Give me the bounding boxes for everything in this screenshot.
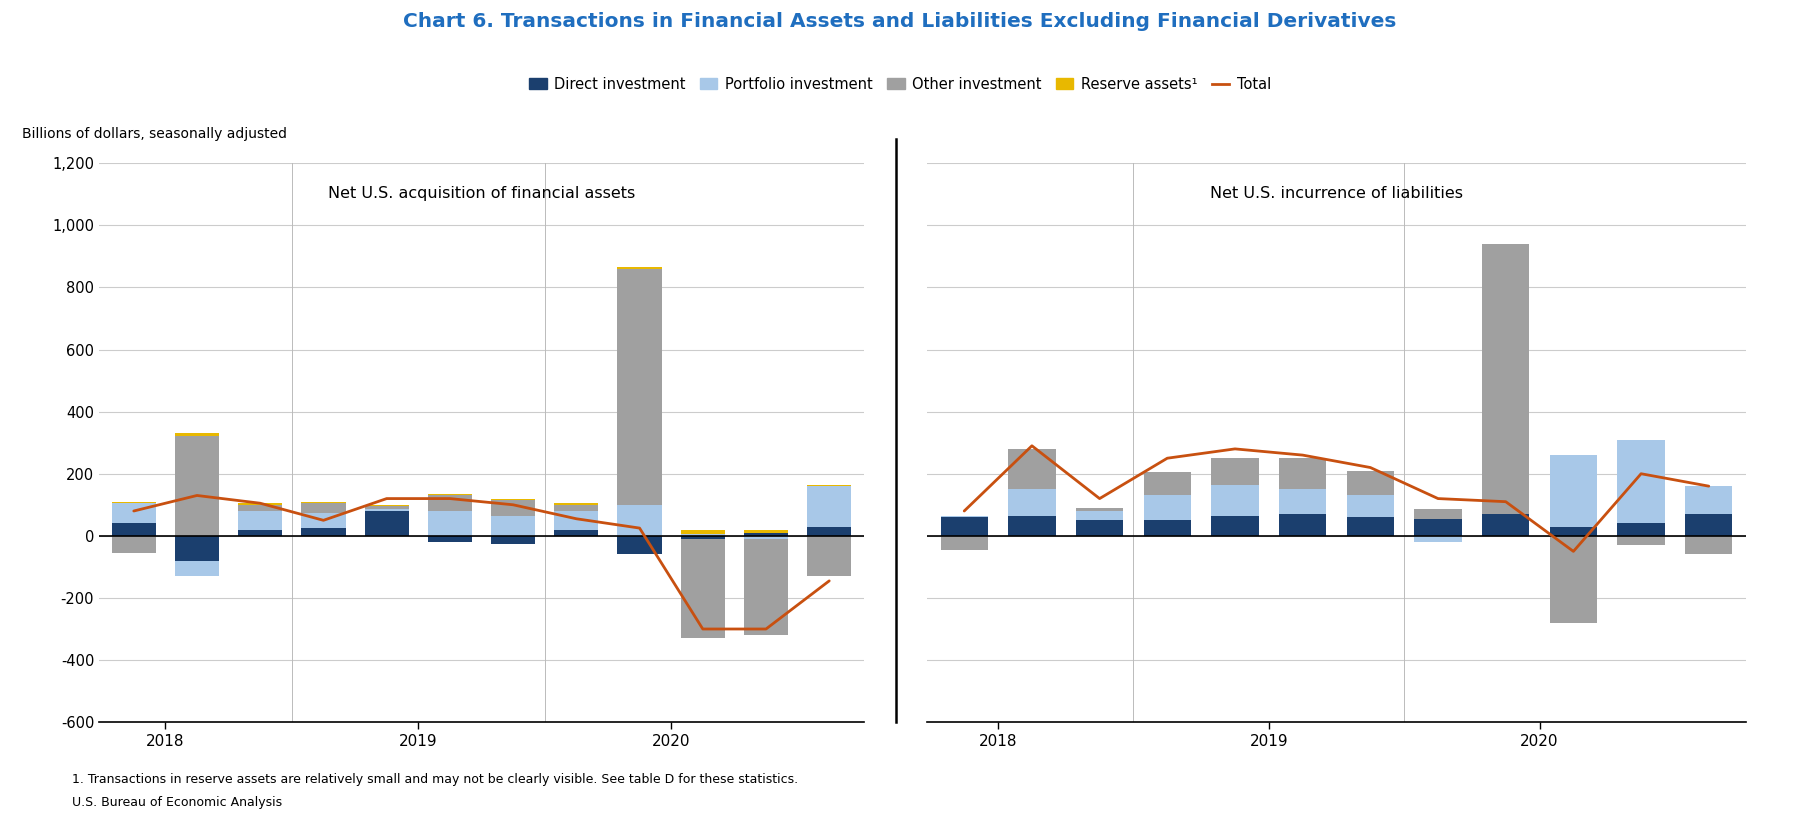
Bar (238, 505, 283, 511)
Bar (301, 503, 346, 512)
Bar (743, 530, 788, 533)
Bar (554, 530, 598, 536)
Bar (617, 505, 662, 536)
Text: U.S. Bureau of Economic Analysis: U.S. Bureau of Economic Analysis (72, 796, 283, 809)
Text: Net U.S. acquisition of financial assets: Net U.S. acquisition of financial assets (328, 185, 635, 201)
Bar (1143, 495, 1192, 521)
Bar (1481, 514, 1530, 536)
Bar (1211, 516, 1258, 536)
Bar (1415, 536, 1462, 542)
Bar (1415, 519, 1462, 536)
Bar (617, 536, 662, 555)
Bar (491, 536, 535, 543)
Bar (428, 495, 472, 511)
Text: 1. Transactions in reserve assets are relatively small and may not be clearly vi: 1. Transactions in reserve assets are re… (72, 773, 797, 786)
Bar (806, 536, 851, 576)
Text: Chart 6. Transactions in Financial Assets and Liabilities Excluding Financial De: Chart 6. Transactions in Financial Asset… (403, 12, 1397, 31)
Bar (365, 505, 409, 507)
Bar (1685, 486, 1732, 514)
Bar (680, 536, 725, 539)
Bar (941, 517, 988, 536)
Bar (1076, 508, 1123, 511)
Bar (1280, 514, 1327, 536)
Bar (1346, 471, 1393, 495)
Bar (1550, 536, 1597, 623)
Bar (365, 507, 409, 509)
Bar (806, 526, 851, 536)
Bar (428, 511, 472, 536)
Bar (238, 503, 283, 505)
Bar (175, 437, 220, 536)
Bar (1211, 485, 1258, 516)
Bar (301, 528, 346, 536)
Bar (1618, 523, 1665, 536)
Bar (680, 539, 725, 638)
Bar (1211, 459, 1258, 485)
Bar (112, 523, 157, 536)
Bar (941, 536, 988, 550)
Bar (554, 505, 598, 511)
Bar (301, 512, 346, 528)
Bar (1076, 521, 1123, 536)
Bar (1415, 509, 1462, 519)
Bar (806, 485, 851, 486)
Bar (112, 503, 157, 523)
Bar (365, 509, 409, 511)
Bar (941, 516, 988, 517)
Bar (1618, 440, 1665, 523)
Bar (1685, 514, 1732, 536)
Bar (554, 503, 598, 505)
Bar (1550, 455, 1597, 526)
Text: Billions of dollars, seasonally adjusted: Billions of dollars, seasonally adjusted (22, 126, 288, 141)
Bar (1481, 244, 1530, 514)
Bar (491, 516, 535, 536)
Bar (491, 499, 535, 500)
Bar (1280, 459, 1327, 490)
Bar (301, 502, 346, 503)
Bar (238, 530, 283, 536)
Bar (1280, 490, 1327, 514)
Bar (1346, 517, 1393, 536)
Bar (1618, 536, 1665, 545)
Bar (617, 267, 662, 268)
Bar (238, 511, 283, 530)
Bar (1346, 495, 1393, 517)
Bar (806, 486, 851, 526)
Bar (1550, 526, 1597, 536)
Bar (743, 536, 788, 539)
Bar (1685, 536, 1732, 555)
Bar (1008, 516, 1055, 536)
Bar (554, 511, 598, 530)
Bar (175, 561, 220, 576)
Bar (1076, 511, 1123, 521)
Bar (428, 494, 472, 495)
Bar (680, 534, 725, 536)
Bar (428, 536, 472, 542)
Bar (617, 268, 662, 505)
Bar (112, 502, 157, 503)
Text: Net U.S. incurrence of liabilities: Net U.S. incurrence of liabilities (1210, 185, 1463, 201)
Legend: Direct investment, Portfolio investment, Other investment, Reserve assets¹, Tota: Direct investment, Portfolio investment,… (529, 77, 1271, 91)
Bar (1008, 490, 1055, 516)
Bar (743, 533, 788, 536)
Bar (1143, 472, 1192, 495)
Bar (175, 433, 220, 437)
Bar (1008, 449, 1055, 490)
Bar (743, 539, 788, 635)
Bar (112, 536, 157, 553)
Bar (491, 500, 535, 516)
Bar (1143, 521, 1192, 536)
Bar (365, 511, 409, 536)
Bar (680, 530, 725, 534)
Bar (175, 536, 220, 561)
